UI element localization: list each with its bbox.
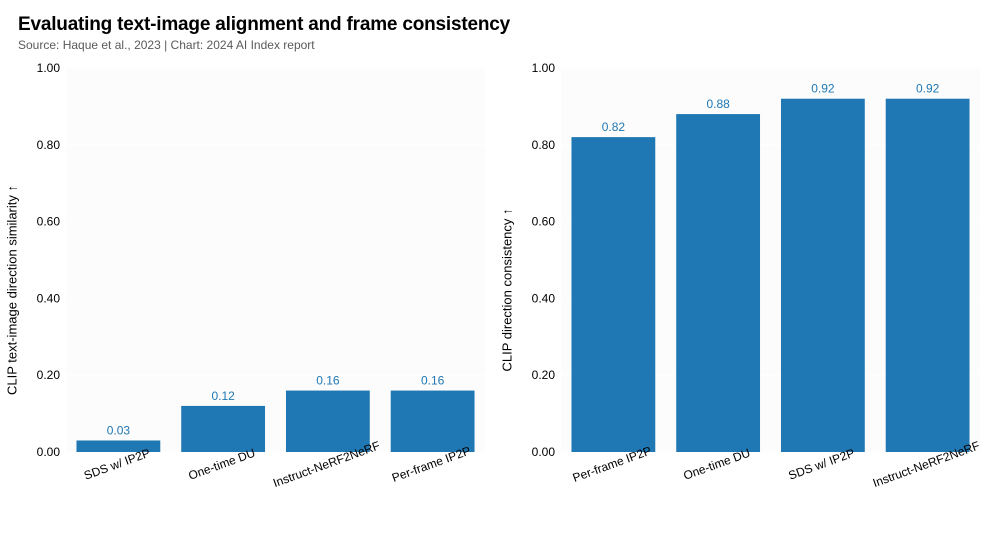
bar (181, 406, 265, 452)
right-chart-svg: 0.00 0.20 0.40 0.60 0.80 1.00 0.82 0.88 0.92 0.92… (513, 60, 988, 520)
bar (286, 391, 370, 452)
left-y-axis-label: CLIP text-image direction similarity ↑ (5, 185, 20, 395)
svg-text:1.00: 1.00 (37, 61, 61, 75)
bar (676, 114, 760, 452)
bar-value-label: 0.03 (107, 423, 131, 437)
bar (886, 99, 970, 452)
bar (571, 137, 655, 452)
svg-text:0.00: 0.00 (532, 445, 556, 459)
right-panel: CLIP direction consistency ↑ 0.000.200.4… (513, 60, 988, 520)
svg-text:0.80: 0.80 (37, 138, 61, 152)
y-ticks: 0.00 0.20 0.40 0.60 0.80 1.00 (37, 61, 61, 459)
svg-text:0.80: 0.80 (532, 138, 556, 152)
svg-text:0.40: 0.40 (37, 291, 61, 305)
bar-value-label: 0.16 (316, 374, 340, 388)
svg-text:0.40: 0.40 (532, 291, 556, 305)
svg-text:0.20: 0.20 (532, 368, 556, 382)
bar-value-label: 0.92 (916, 82, 940, 96)
bar-value-label: 0.12 (211, 389, 235, 403)
bar (391, 391, 475, 452)
svg-text:0.20: 0.20 (37, 368, 61, 382)
left-panel: CLIP text-image direction similarity ↑ 0… (18, 60, 493, 520)
chart-title: Evaluating text-image alignment and fram… (18, 14, 990, 36)
panels-row: CLIP text-image direction similarity ↑ 0… (18, 60, 990, 520)
bar (781, 99, 865, 452)
bar-value-label: 0.16 (421, 374, 445, 388)
svg-text:0.00: 0.00 (37, 445, 61, 459)
svg-text:0.60: 0.60 (37, 215, 61, 229)
chart-subtitle: Source: Haque et al., 2023 | Chart: 2024… (18, 38, 990, 52)
bar-value-label: 0.92 (811, 82, 835, 96)
left-chart-svg: 0.00 0.20 0.40 0.60 0.80 1.00 0.03 0.12 0.16 0.16… (18, 60, 493, 520)
bar-value-label: 0.88 (706, 97, 730, 111)
right-y-axis-label: CLIP direction consistency ↑ (500, 208, 515, 371)
svg-text:1.00: 1.00 (532, 61, 556, 75)
svg-text:0.60: 0.60 (532, 215, 556, 229)
bar-value-label: 0.82 (602, 120, 626, 134)
y-ticks: 0.00 0.20 0.40 0.60 0.80 1.00 (532, 61, 556, 459)
